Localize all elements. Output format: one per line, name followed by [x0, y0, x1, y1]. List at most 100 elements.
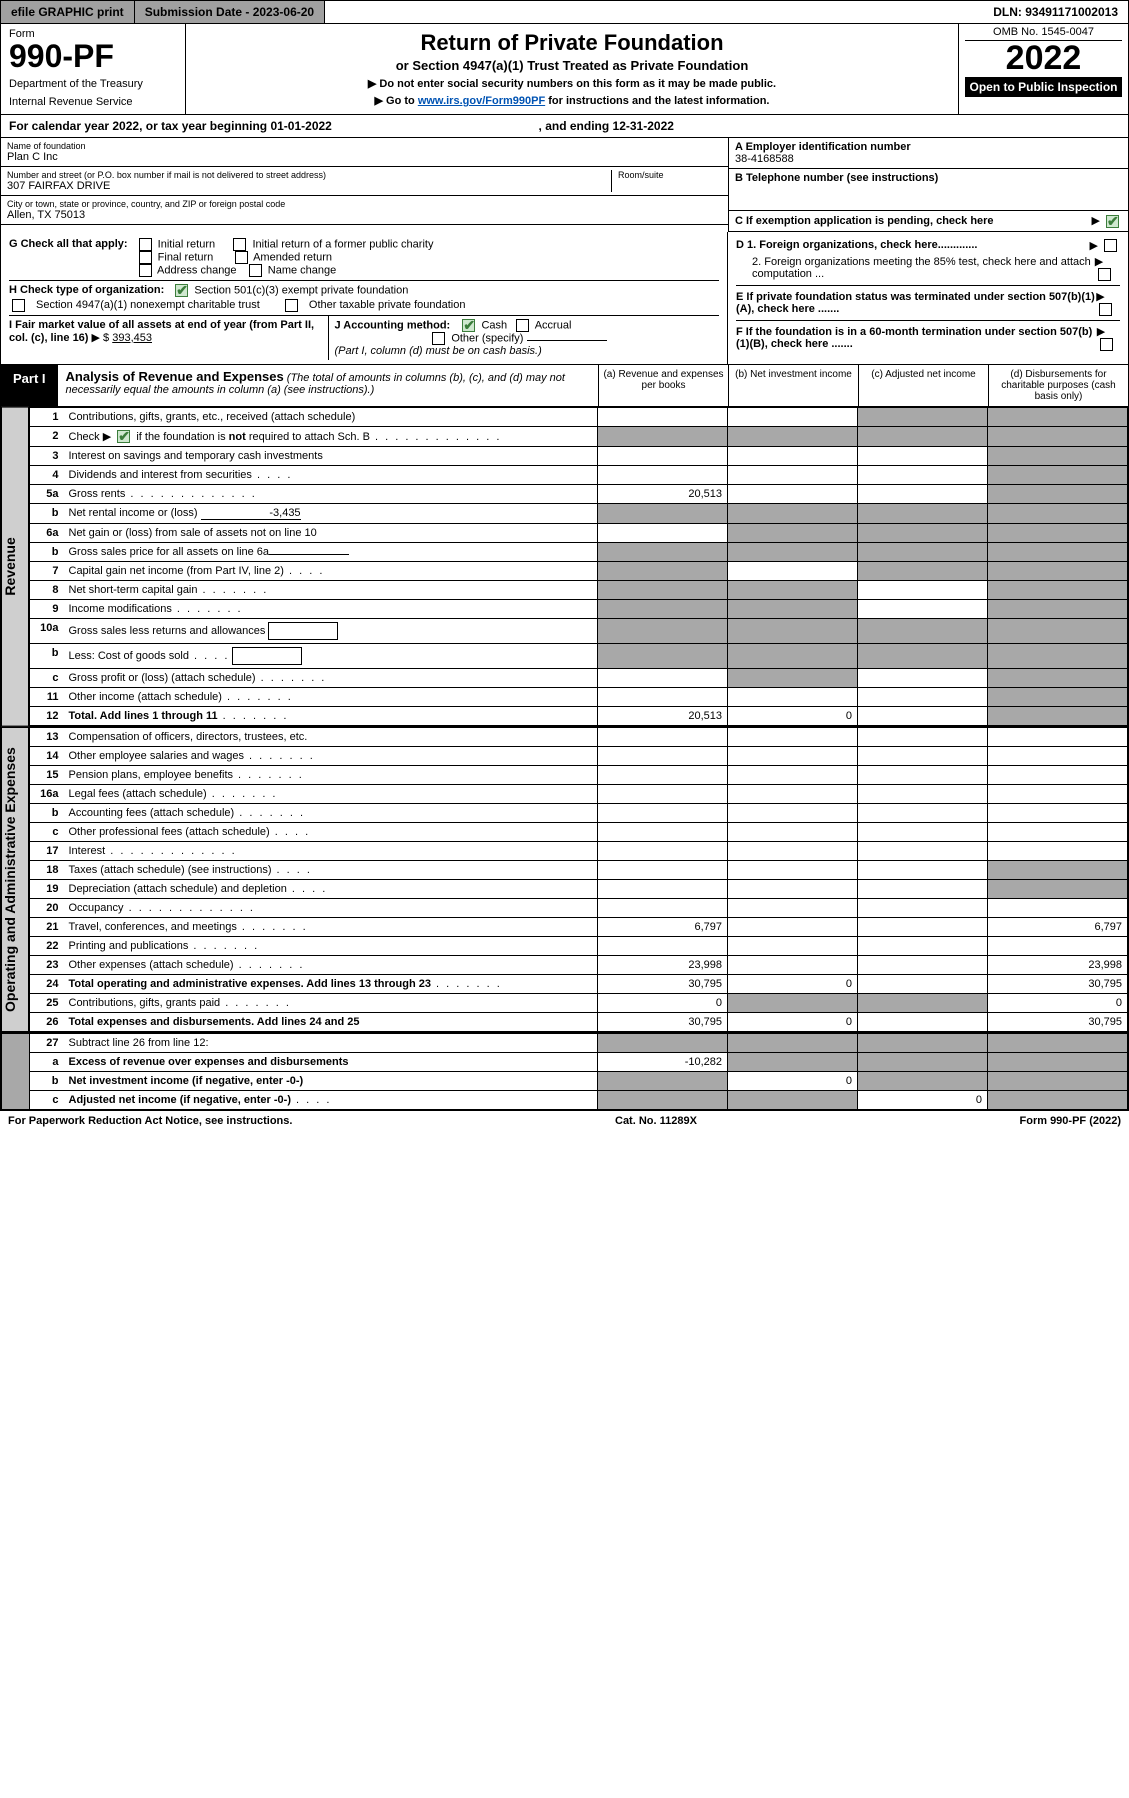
line-10a: 10aGross sales less returns and allowanc…: [30, 619, 1128, 644]
l10a-desc: Gross sales less returns and allowances: [64, 619, 598, 644]
d1-checkbox[interactable]: [1104, 239, 1117, 252]
f-line: F If the foundation is in a 60-month ter…: [736, 320, 1120, 351]
d1-label: D 1. Foreign organizations, check here..…: [736, 239, 977, 251]
501c3-checkbox[interactable]: [175, 284, 188, 297]
l12-val-a: 20,513: [598, 707, 728, 726]
line-27c: cAdjusted net income (if negative, enter…: [2, 1091, 1128, 1110]
l27c-val-c: 0: [858, 1091, 988, 1110]
line-3: 3Interest on savings and temporary cash …: [30, 447, 1128, 466]
line-15: 15Pension plans, employee benefits: [30, 766, 1128, 785]
line-7: 7Capital gain net income (from Part IV, …: [30, 562, 1128, 581]
l24-val-a: 30,795: [598, 975, 728, 994]
l2-desc: Check ▶ if the foundation is not require…: [64, 426, 598, 447]
l6a-desc: Net gain or (loss) from sale of assets n…: [64, 524, 598, 543]
l23-val-d: 23,998: [988, 956, 1128, 975]
city-value: Allen, TX 75013: [7, 209, 722, 221]
final-return-label: Final return: [158, 251, 214, 263]
4947a1-checkbox[interactable]: [12, 299, 25, 312]
accrual-checkbox[interactable]: [516, 319, 529, 332]
address-value: 307 FAIRFAX DRIVE: [7, 180, 605, 192]
goto-note: ▶ Go to www.irs.gov/Form990PF for instru…: [196, 94, 948, 107]
h-label: H Check type of organization:: [9, 284, 164, 296]
calyear-begin: 01-01-2022: [270, 119, 331, 133]
exemption-pending-checkbox[interactable]: [1106, 215, 1119, 228]
schb-checkbox[interactable]: [117, 430, 130, 443]
amended-return-checkbox[interactable]: [235, 251, 248, 264]
l2-post: if the foundation is not required to att…: [136, 431, 370, 443]
e-checkbox[interactable]: [1099, 303, 1112, 316]
open-to-public: Open to Public Inspection: [965, 77, 1122, 97]
telephone-cell: B Telephone number (see instructions): [729, 169, 1128, 211]
i-label: I Fair market value of all assets at end…: [9, 319, 314, 344]
dept-treasury: Department of the Treasury: [9, 78, 177, 90]
l25-val-d: 0: [988, 994, 1128, 1013]
header-left: Form 990-PF Department of the Treasury I…: [1, 24, 186, 114]
other-specify-checkbox[interactable]: [432, 332, 445, 345]
l25-desc: Contributions, gifts, grants paid: [64, 994, 598, 1013]
g-row: G Check all that apply: Initial return I…: [9, 238, 719, 277]
d2-label: 2. Foreign organizations meeting the 85%…: [736, 256, 1095, 280]
line-12: 12Total. Add lines 1 through 1120,5130: [30, 707, 1128, 726]
ein-cell: A Employer identification number 38-4168…: [729, 138, 1128, 169]
line-8: 8Net short-term capital gain: [30, 581, 1128, 600]
d2-checkbox[interactable]: [1098, 268, 1111, 281]
line-10b: bLess: Cost of goods sold: [30, 644, 1128, 669]
l16b-desc: Accounting fees (attach schedule): [64, 804, 598, 823]
j-note: (Part I, column (d) must be on cash basi…: [335, 345, 542, 357]
line-11: 11Other income (attach schedule): [30, 688, 1128, 707]
f-checkbox[interactable]: [1100, 338, 1113, 351]
col-c-header: (c) Adjusted net income: [858, 365, 988, 406]
line-4: 4Dividends and interest from securities: [30, 466, 1128, 485]
form-header: Form 990-PF Department of the Treasury I…: [0, 24, 1129, 115]
l19-desc: Depreciation (attach schedule) and deple…: [64, 880, 598, 899]
ij-row: I Fair market value of all assets at end…: [9, 315, 719, 360]
line27-table: 27Subtract line 26 from line 12: aExcess…: [1, 1033, 1128, 1110]
l11-desc: Other income (attach schedule): [64, 688, 598, 707]
h-row: H Check type of organization: Section 50…: [9, 280, 719, 297]
j-cell: J Accounting method: Cash Accrual Other …: [329, 316, 720, 360]
amended-return-label: Amended return: [253, 251, 332, 263]
e-line: E If private foundation status was termi…: [736, 285, 1120, 316]
j-label: J Accounting method:: [335, 319, 451, 331]
expenses-table: 13Compensation of officers, directors, t…: [29, 727, 1128, 1032]
line-16c: cOther professional fees (attach schedul…: [30, 823, 1128, 842]
e-label: E If private foundation status was termi…: [736, 291, 1096, 315]
l26-val-d: 30,795: [988, 1013, 1128, 1032]
line-22: 22Printing and publications: [30, 937, 1128, 956]
line-5b: bNet rental income or (loss) -3,435: [30, 504, 1128, 524]
room-label: Room/suite: [618, 170, 722, 180]
ssn-note: ▶ Do not enter social security numbers o…: [196, 77, 948, 90]
entity-right: A Employer identification number 38-4168…: [728, 138, 1128, 232]
l21-desc: Travel, conferences, and meetings: [64, 918, 598, 937]
line-27a: aExcess of revenue over expenses and dis…: [2, 1053, 1128, 1072]
gh-left: G Check all that apply: Initial return I…: [1, 232, 728, 364]
g-label: G Check all that apply:: [9, 238, 128, 250]
i-cell: I Fair market value of all assets at end…: [9, 316, 329, 360]
other-taxable-checkbox[interactable]: [285, 299, 298, 312]
line-1: 1Contributions, gifts, grants, etc., rec…: [30, 407, 1128, 426]
form990pf-link[interactable]: www.irs.gov/Form990PF: [418, 95, 545, 107]
l21-val-d: 6,797: [988, 918, 1128, 937]
l27-desc: Subtract line 26 from line 12:: [64, 1034, 598, 1053]
initial-former-checkbox[interactable]: [233, 238, 246, 251]
l14-desc: Other employee salaries and wages: [64, 747, 598, 766]
cash-checkbox[interactable]: [462, 319, 475, 332]
l23-desc: Other expenses (attach schedule): [64, 956, 598, 975]
line-23: 23Other expenses (attach schedule)23,998…: [30, 956, 1128, 975]
accrual-label: Accrual: [535, 319, 572, 331]
address-change-checkbox[interactable]: [139, 264, 152, 277]
name-change-checkbox[interactable]: [249, 264, 262, 277]
h-row2: Section 4947(a)(1) nonexempt charitable …: [9, 299, 719, 312]
address-label: Number and street (or P.O. box number if…: [7, 170, 605, 180]
initial-return-checkbox[interactable]: [139, 238, 152, 251]
ein-label: A Employer identification number: [735, 141, 1122, 153]
l5a-val-a: 20,513: [598, 485, 728, 504]
topbar: efile GRAPHIC print Submission Date - 20…: [0, 0, 1129, 24]
other-taxable-label: Other taxable private foundation: [309, 299, 466, 311]
efile-print-button[interactable]: efile GRAPHIC print: [1, 1, 135, 23]
l20-desc: Occupancy: [64, 899, 598, 918]
l9-desc: Income modifications: [64, 600, 598, 619]
final-return-checkbox[interactable]: [139, 251, 152, 264]
dln-label: DLN: 93491171002013: [983, 1, 1128, 23]
gh-right: D 1. Foreign organizations, check here..…: [728, 232, 1128, 364]
